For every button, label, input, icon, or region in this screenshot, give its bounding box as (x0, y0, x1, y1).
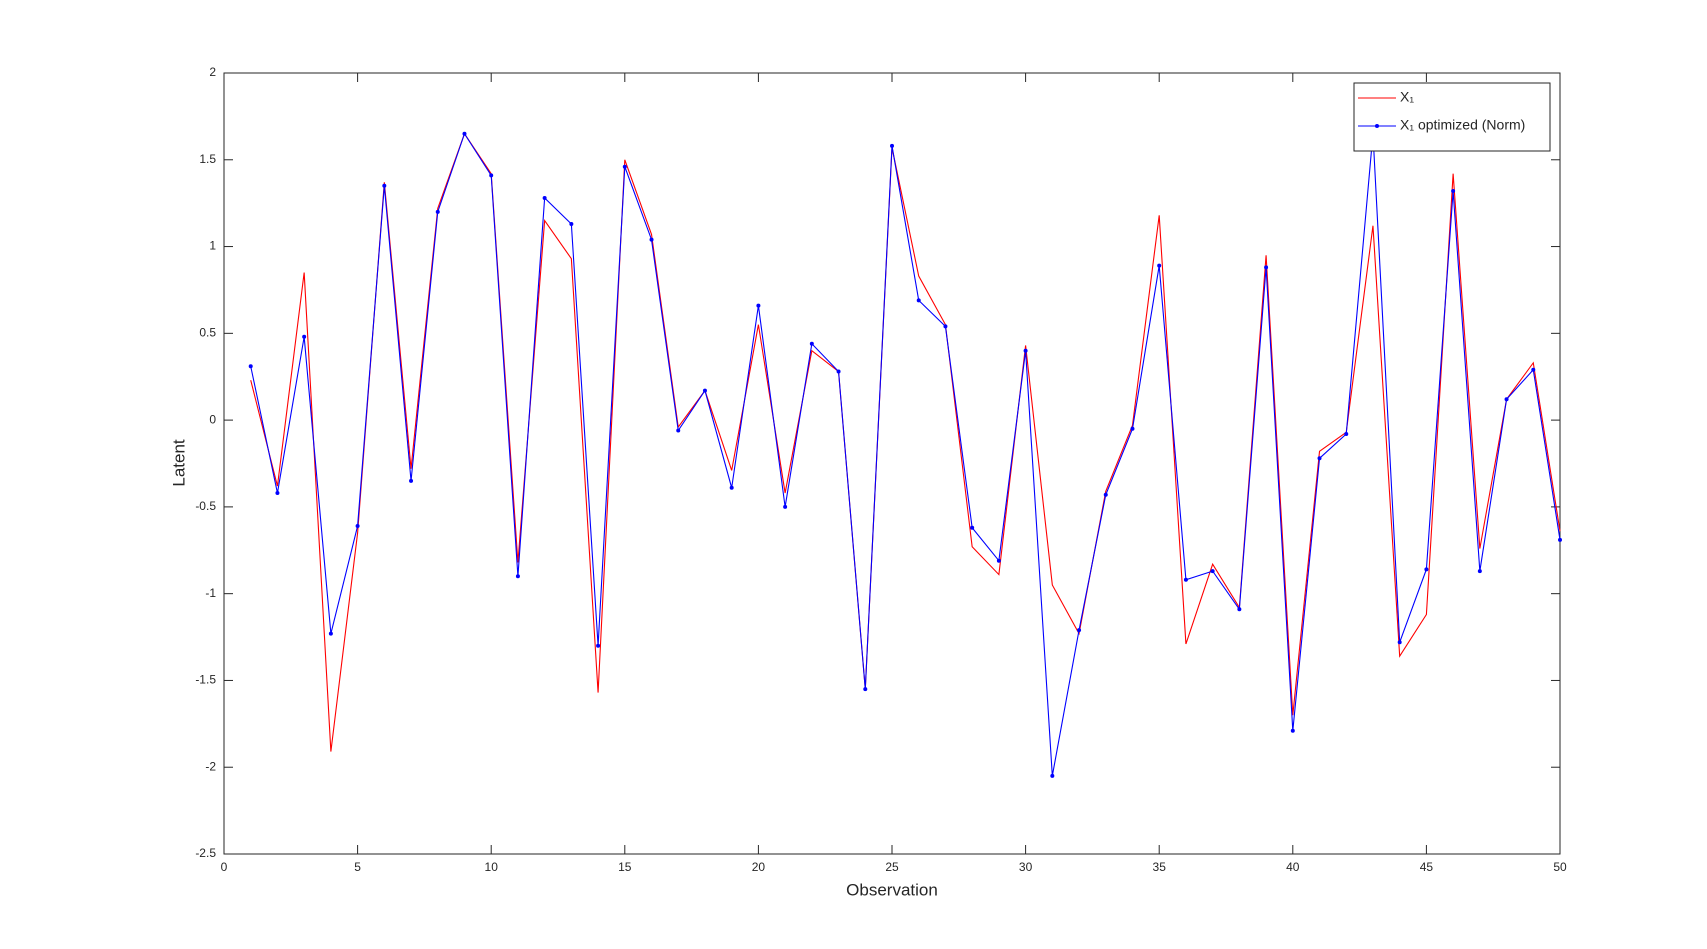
marker (702, 388, 707, 393)
marker (943, 324, 948, 329)
y-tick-label: 0.5 (199, 326, 216, 340)
marker (783, 504, 788, 509)
marker (1451, 189, 1456, 194)
marker (542, 195, 547, 200)
y-tick-label: -2 (205, 759, 216, 773)
marker (1290, 728, 1295, 733)
x-tick-label: 25 (885, 860, 899, 874)
y-tick-label: -1.5 (195, 673, 216, 687)
plot-area (223, 72, 1561, 855)
x-tick-label: 45 (1420, 860, 1434, 874)
marker (596, 643, 601, 648)
marker (248, 364, 253, 369)
y-tick-label: 1 (209, 239, 216, 253)
x-tick-label: 5 (354, 860, 361, 874)
marker (489, 173, 494, 178)
x-tick-label: 35 (1153, 860, 1167, 874)
marker (382, 183, 387, 188)
x-tick-label: 15 (618, 860, 632, 874)
y-tick-label: 1.5 (199, 152, 216, 166)
marker (1103, 492, 1108, 497)
x-tick-label: 20 (752, 860, 766, 874)
marker (863, 687, 868, 692)
marker (328, 631, 333, 636)
legend-box (1353, 82, 1551, 152)
marker (676, 428, 681, 433)
marker (996, 558, 1001, 563)
x-tick-label: 10 (485, 860, 499, 874)
marker (890, 143, 894, 148)
marker (1183, 577, 1188, 582)
legend-label: X₁ optimized (Norm) (1400, 117, 1525, 133)
marker (515, 574, 520, 579)
marker (1023, 348, 1028, 353)
marker (622, 164, 627, 169)
y-axis-label: Latent (169, 439, 188, 487)
marker (1077, 628, 1082, 633)
x-tick-label: 0 (221, 860, 228, 874)
marker (836, 369, 841, 374)
y-tick-label: -0.5 (195, 499, 216, 513)
marker (1424, 567, 1429, 572)
marker (1397, 640, 1402, 645)
marker (569, 221, 574, 226)
marker (809, 341, 814, 346)
y-tick-label: 0 (209, 412, 216, 426)
marker (302, 334, 307, 339)
y-tick-label: 2 (209, 65, 216, 79)
marker (1130, 426, 1135, 431)
y-tick-label: -2.5 (195, 846, 216, 860)
marker (1317, 456, 1322, 461)
line (250, 132, 1561, 776)
y-tick-label: -1 (205, 586, 216, 600)
marker (1531, 367, 1536, 372)
x-tick-label: 30 (1019, 860, 1033, 874)
legend-marker (1375, 124, 1379, 128)
marker (729, 485, 734, 490)
marker (1237, 607, 1242, 612)
marker (916, 298, 921, 303)
x-tick-label: 40 (1286, 860, 1300, 874)
marker (409, 478, 414, 483)
marker (275, 491, 280, 496)
marker (1157, 263, 1162, 268)
marker (1504, 397, 1509, 402)
legend-label: X₁ (1400, 89, 1414, 105)
marker (355, 523, 360, 528)
x-tick-label: 50 (1553, 860, 1567, 874)
marker (649, 237, 654, 242)
marker (970, 525, 975, 530)
marker (1344, 431, 1349, 436)
marker (462, 131, 467, 136)
marker (1477, 569, 1482, 574)
marker (1558, 537, 1562, 542)
marker (756, 303, 761, 308)
marker (1050, 773, 1055, 778)
marker (1264, 265, 1269, 270)
marker (435, 209, 440, 214)
x-axis-label: Observation (846, 880, 938, 899)
marker (1210, 569, 1215, 574)
